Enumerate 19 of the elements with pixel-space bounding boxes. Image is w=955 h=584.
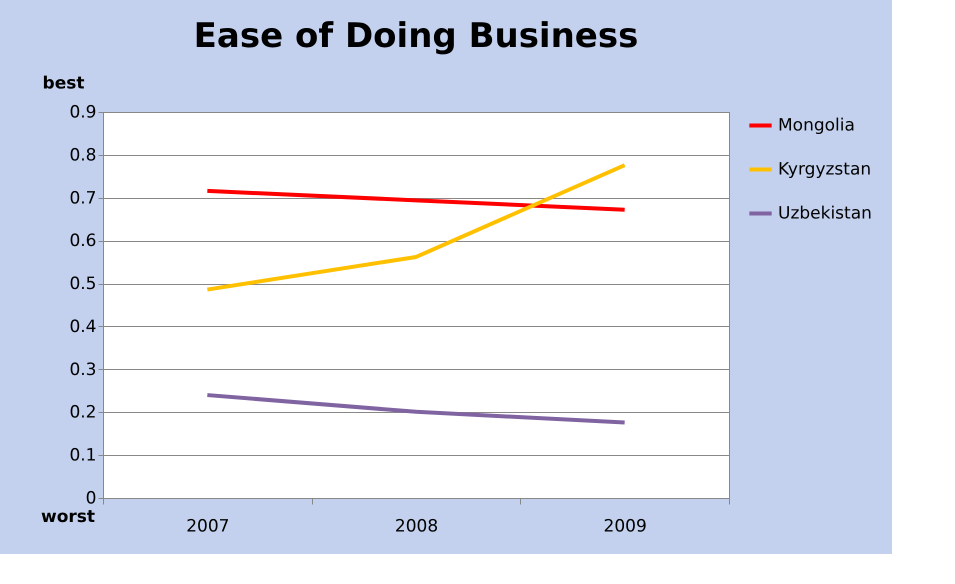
legend-label: Kyrgyzstan: [778, 160, 872, 180]
text: worst: [40, 507, 96, 527]
legend-label: Mongolia: [778, 116, 855, 136]
y-tick-label: 0.3: [69, 360, 96, 380]
y-tick-label: 0.6: [69, 231, 96, 252]
y-tick-label: 0.1: [69, 446, 96, 466]
y-tick-label: 0.2: [69, 402, 96, 423]
x-tick-label: 2009: [604, 516, 647, 536]
y-tick-label: 0.8: [69, 145, 96, 166]
legend-label: Uzbekistan: [778, 204, 872, 224]
y-tick-label: 0.7: [69, 188, 96, 208]
y-tick-label: 0.4: [69, 316, 96, 337]
x-tick-label: 2008: [394, 516, 438, 536]
x-tick-label: 2007: [186, 516, 230, 536]
y-tick-label: 0.9: [69, 102, 96, 122]
y-tick-label: 0: [86, 488, 96, 508]
y-tick-label: 0.5: [69, 274, 96, 294]
y-axis-title: best: [42, 74, 84, 94]
chart-title: Ease of Doing Business: [194, 16, 638, 56]
